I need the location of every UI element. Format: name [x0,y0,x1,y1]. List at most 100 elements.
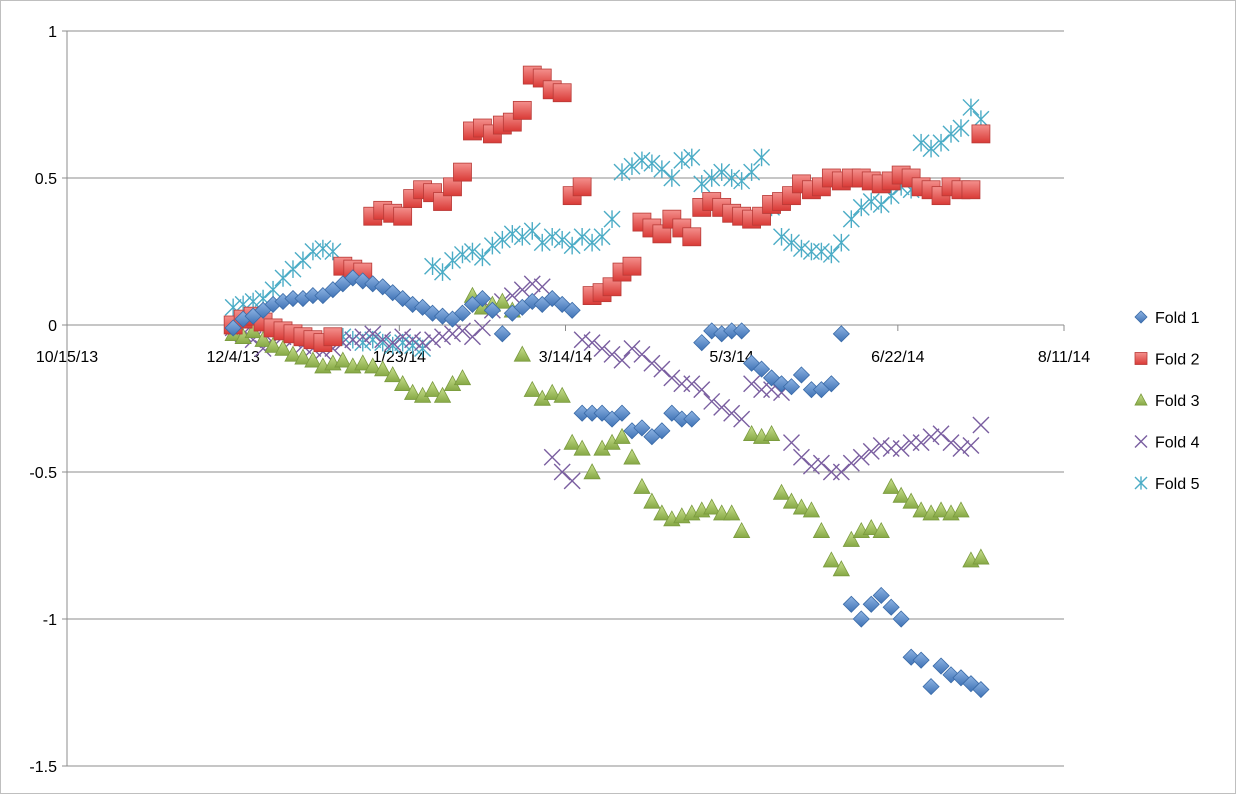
data-point-fold-2 [652,224,672,244]
data-point-fold-4 [812,454,830,472]
data-point-fold-5 [912,133,930,152]
data-point-fold-5 [523,222,541,240]
data-point-fold-2 [393,206,413,226]
data-point-fold-1 [932,657,950,675]
data-point-fold-1 [882,598,900,616]
data-point-fold-4 [653,360,671,378]
data-point-fold-4 [683,375,701,393]
data-point-fold-1 [852,610,870,628]
data-point-fold-3 [334,351,352,368]
data-point-fold-5 [683,148,701,167]
data-point-fold-4 [713,398,731,416]
data-point-fold-4 [663,369,681,387]
data-point-fold-5 [643,154,661,173]
data-point-fold-3 [792,498,811,515]
data-point-fold-4 [453,322,471,340]
data-point-fold-1 [822,375,840,393]
data-point-fold-1 [832,325,850,343]
legend-label: Fold 4 [1155,435,1200,452]
data-point-fold-1 [792,366,811,384]
data-point-fold-3 [643,492,661,509]
data-point-fold-1 [892,610,910,628]
data-point-fold-4 [693,381,711,399]
data-point-fold-3 [254,330,272,347]
data-point-fold-5 [473,248,491,267]
data-point-fold-4 [374,331,392,349]
data-point-fold-5 [573,228,591,246]
data-point-fold-1 [493,325,511,343]
data-point-fold-1 [453,304,472,322]
data-point-fold-3 [902,492,920,509]
data-point-fold-3 [952,501,970,518]
data-point-fold-5 [563,236,581,255]
data-point-fold-3 [782,492,801,509]
data-point-fold-3 [423,380,442,397]
data-point-fold-3 [513,345,531,362]
data-point-fold-5 [653,160,671,178]
data-point-fold-4 [862,442,880,460]
data-point-fold-2 [552,83,572,103]
data-point-fold-4 [882,439,900,457]
data-point-fold-2 [602,277,622,297]
tick-labels: 10.50-0.5-1-1.510/15/13 12/4/13 1/23/14 3/1… [29,24,1090,776]
data-point-fold-4 [563,472,581,490]
data-point-fold-5 [533,233,551,252]
data-point-fold-4 [583,334,601,352]
series-fold-4 [224,275,990,490]
data-point-fold-4 [912,434,930,452]
data-point-fold-4 [673,375,691,393]
data-point-fold-4 [753,381,771,399]
data-point-fold-1 [862,595,880,613]
data-point-fold-5 [463,242,481,261]
data-point-fold-3 [573,439,591,456]
data-point-fold-1 [563,301,581,319]
data-point-fold-5 [952,119,970,137]
data-point-fold-1 [872,586,890,605]
data-point-fold-3 [892,486,910,503]
y-tick-label: -1 [43,612,57,629]
data-point-fold-5 [962,98,980,117]
data-point-fold-5 [603,210,621,228]
data-point-fold-4 [424,331,442,349]
data-point-fold-3 [802,501,821,518]
data-point-fold-5 [483,236,501,255]
data-point-fold-5 [593,228,611,246]
data-point-fold-4 [344,331,362,349]
data-point-fold-4 [463,328,481,346]
data-point-fold-3 [553,386,571,403]
data-point-fold-3 [862,519,880,536]
data-point-fold-3 [822,551,841,568]
data-point-fold-3 [294,348,312,365]
data-point-fold-3 [842,530,860,547]
legend-item: Fold 2 [1134,352,1200,369]
data-point-fold-4 [922,428,940,446]
data-point-fold-1 [224,319,242,337]
data-point-fold-4 [962,437,980,455]
data-point-fold-5 [862,192,880,211]
legend-marker-fold-3 [1134,393,1148,406]
data-point-fold-5 [453,245,471,264]
data-point-fold-3 [264,336,282,353]
data-point-fold-5 [583,233,601,252]
data-point-fold-4 [942,434,960,452]
data-point-fold-3 [912,501,930,518]
data-point-fold-1 [693,334,711,352]
data-point-fold-4 [832,463,850,481]
legend-label: Fold 2 [1155,352,1200,369]
data-point-fold-3 [623,448,641,465]
y-tick-label: 0 [48,318,57,335]
data-point-fold-3 [393,374,412,392]
data-point-fold-1 [613,404,631,422]
data-point-fold-4 [623,340,641,358]
series-fold-2 [223,65,991,353]
data-point-fold-5 [832,233,850,252]
data-point-fold-5 [693,175,711,193]
data-point-fold-4 [782,434,800,452]
data-point-fold-1 [912,651,930,669]
data-point-fold-5 [673,151,691,170]
data-point-fold-5 [613,163,631,181]
data-point-fold-4 [613,351,631,369]
data-point-fold-5 [733,172,751,190]
legend-label: Fold 3 [1155,393,1200,410]
